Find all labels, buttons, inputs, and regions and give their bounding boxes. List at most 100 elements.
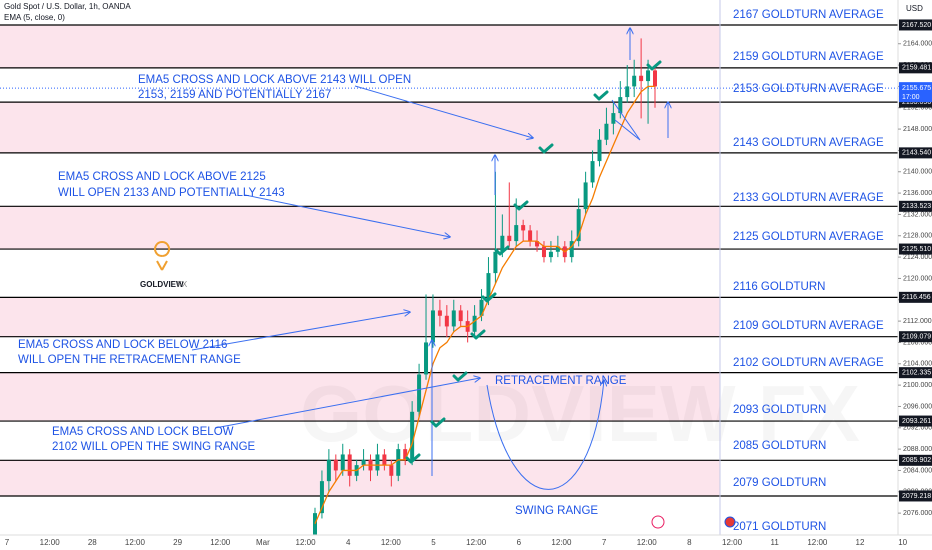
candle-body xyxy=(507,235,512,242)
candle-body xyxy=(514,225,519,242)
candle-body xyxy=(541,246,546,258)
zone-label: 2102 GOLDTURN AVERAGE xyxy=(733,357,884,369)
candle-body xyxy=(493,251,498,274)
arrow xyxy=(354,85,533,138)
candle-body xyxy=(326,459,331,482)
range-label: SWING RANGE xyxy=(515,505,598,517)
candle-body xyxy=(625,86,630,98)
candle-body xyxy=(375,454,380,471)
candle-body xyxy=(611,113,616,124)
y-tick-label: 2124.000 xyxy=(903,254,932,261)
flag-icon xyxy=(724,516,736,528)
check xyxy=(593,90,609,101)
candle-body xyxy=(500,235,505,252)
zone xyxy=(0,24,720,68)
zone-label: 2116 GOLDTURN xyxy=(733,281,825,293)
y-tick-label: 2132.000 xyxy=(903,211,932,218)
currency: USD xyxy=(906,4,923,13)
x-tick-label: 7 xyxy=(602,538,607,547)
y-tick-label: 2096.000 xyxy=(903,403,932,410)
level-label: 2093.261 xyxy=(902,418,931,425)
x-tick-label: 12:00 xyxy=(722,538,743,547)
check xyxy=(481,292,497,303)
ema-line xyxy=(314,85,655,525)
candle-body xyxy=(653,70,657,87)
check xyxy=(538,143,554,154)
check xyxy=(646,60,662,71)
x-tick-label: 12:00 xyxy=(40,538,61,547)
zone-label: 2159 GOLDTURN AVERAGE xyxy=(733,51,884,63)
candle-body xyxy=(535,241,540,247)
x-tick-label: 12:00 xyxy=(210,538,231,547)
event-icon xyxy=(651,515,665,529)
annotation: WILL OPEN THE RETRACEMENT RANGE xyxy=(18,354,241,366)
zone-label: 2125 GOLDTURN AVERAGE xyxy=(733,231,884,243)
candle-body xyxy=(361,459,366,466)
x-tick-label: 12:00 xyxy=(807,538,828,547)
zone xyxy=(0,460,720,496)
x-tick-label: 7 xyxy=(5,538,10,547)
x-tick-label: 6 xyxy=(517,538,522,547)
level-label: 2133.523 xyxy=(902,203,931,210)
level-label: 2079.218 xyxy=(902,493,931,500)
candle-body xyxy=(347,454,352,476)
x-tick-label: 12:00 xyxy=(637,538,658,547)
zone-label: 2093 GOLDTURN xyxy=(733,404,826,416)
annotation: EMA5 CROSS AND LOCK BELOW xyxy=(52,426,234,438)
candle-body xyxy=(437,310,442,316)
levels xyxy=(0,24,898,497)
x-tick-label: 29 xyxy=(173,538,182,547)
candle-body xyxy=(396,449,401,476)
arrow xyxy=(191,312,410,351)
candle-body xyxy=(382,454,387,466)
level-label: 2159.481 xyxy=(902,65,931,72)
y-tick-label: 2136.000 xyxy=(903,190,932,197)
logo-text: GOLDVIEW xyxy=(140,280,184,289)
candle-body xyxy=(410,411,415,460)
zone-label: 2079 GOLDTURN xyxy=(733,477,826,489)
logo-text: FX xyxy=(177,280,188,289)
x-tick-label: 10 xyxy=(898,538,907,547)
x-tick-label: 28 xyxy=(88,538,97,547)
logo: GOLDVIEW FX xyxy=(140,241,188,289)
y-tick-label: 2140.000 xyxy=(903,169,932,176)
level-box xyxy=(899,454,932,466)
x-tick-label: 5 xyxy=(431,538,436,547)
logo-icon xyxy=(154,241,171,271)
zone-label: 2167 GOLDTURN AVERAGE xyxy=(733,9,884,21)
candle-body xyxy=(528,230,533,242)
current-time: 17:00 xyxy=(902,94,920,101)
checkmarks xyxy=(405,60,662,464)
candle-body xyxy=(458,310,463,322)
candle-body xyxy=(451,310,456,327)
level-label: 2143.540 xyxy=(902,150,931,157)
y-tick-label: 2128.000 xyxy=(903,233,932,240)
level-box xyxy=(899,62,932,74)
level-label: 2167.520 xyxy=(902,22,931,29)
x-tick-label: 12 xyxy=(856,538,865,547)
candle-body xyxy=(597,139,602,162)
chart-title: Gold Spot / U.S. Dollar, 1h, OANDA xyxy=(4,2,131,11)
level-label: 2085.902 xyxy=(902,457,931,464)
y-tick-label: 2076.000 xyxy=(903,510,932,517)
level-label: 2116.456 xyxy=(902,294,931,301)
zone-label: 2133 GOLDTURN AVERAGE xyxy=(733,192,884,204)
candle-body xyxy=(646,70,651,82)
level-label: 2125.510 xyxy=(902,246,931,253)
candle-body xyxy=(417,374,422,412)
candle-body xyxy=(403,449,408,460)
x-tick-label: 12:00 xyxy=(296,538,317,547)
candle-body xyxy=(319,481,324,514)
level-box xyxy=(899,415,932,427)
x-tick-label: 4 xyxy=(346,538,351,547)
x-tick-label: 12:00 xyxy=(381,538,402,547)
x-tick-label: 12:00 xyxy=(551,538,572,547)
y-tick-label: 2092.000 xyxy=(903,425,932,432)
arrows xyxy=(191,28,668,490)
y-tick-label: 2084.000 xyxy=(903,467,932,474)
level-box xyxy=(899,331,932,343)
zone-label: 2109 GOLDTURN AVERAGE xyxy=(733,320,884,332)
level-box xyxy=(899,200,932,212)
check xyxy=(405,453,421,464)
level-box xyxy=(899,19,932,31)
